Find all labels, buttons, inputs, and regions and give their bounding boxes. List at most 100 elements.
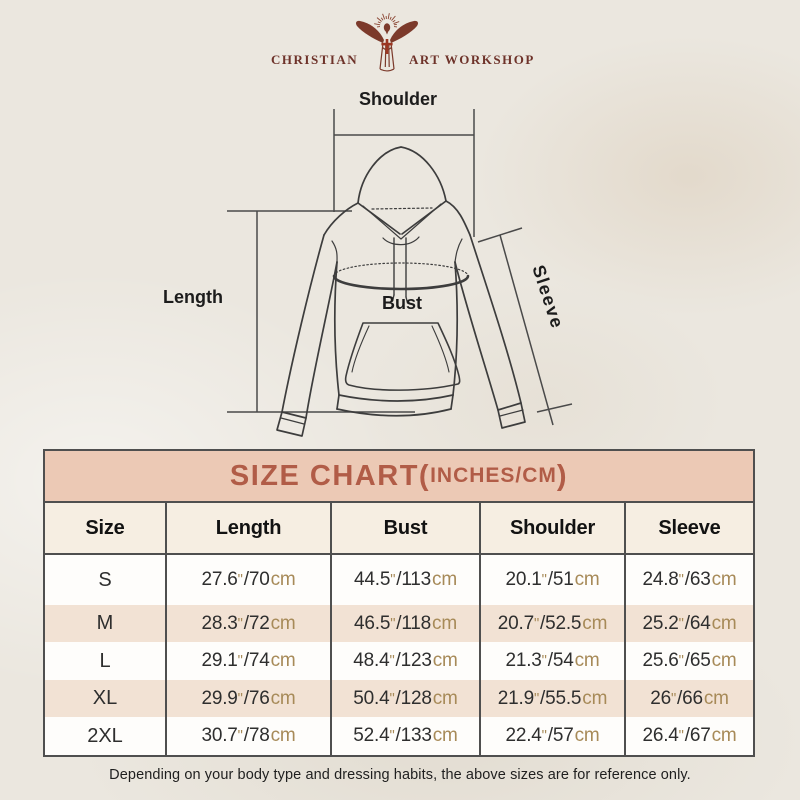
separator: / xyxy=(540,687,546,709)
title-close: ) xyxy=(556,459,569,492)
inches-value: 27.6 xyxy=(201,569,238,590)
table-row: L 29.1 "/74 cm 48.4 "/123 cm 21.3 "/54 cm 25.6 "/65… xyxy=(45,642,753,680)
cm-unit-label: cm xyxy=(703,687,729,709)
inch-mark: " xyxy=(389,728,395,744)
column-header-shoulder: Shoulder xyxy=(479,503,624,553)
cm-value: 66 xyxy=(682,687,703,709)
inches-value: 29.9 xyxy=(201,687,238,709)
cm-unit-label: cm xyxy=(432,687,458,709)
cm-unit-label: cm xyxy=(270,725,296,746)
inches-value: 20.1 xyxy=(505,569,542,590)
measurement-cell: 26 "/66 cm xyxy=(624,680,753,717)
table-body: S 27.6 "/70 cm 44.5 "/113 cm 20.1 "/51 cm 24.8 "/63… xyxy=(45,555,753,755)
cm-unit-label: cm xyxy=(270,687,296,709)
cm-value: 57 xyxy=(552,725,574,746)
inches-value: 25.2 xyxy=(642,612,679,634)
measurement-cell: 29.1 "/74 cm xyxy=(165,642,330,680)
separator: / xyxy=(395,725,401,746)
separator: / xyxy=(677,687,683,709)
diagram-label-shoulder: Shoulder xyxy=(359,89,437,109)
inches-value: 20.7 xyxy=(497,612,534,634)
cm-value: 76 xyxy=(248,687,270,709)
inches-value: 24.8 xyxy=(642,569,679,590)
measurement-cell: 24.8 "/63 cm xyxy=(624,555,753,605)
inches-value: 48.4 xyxy=(353,650,390,671)
size-label-cell: 2XL xyxy=(87,724,123,747)
measurement-cell: 28.3 "/72 cm xyxy=(165,605,330,642)
inches-value: 46.5 xyxy=(354,612,391,634)
separator: / xyxy=(243,725,249,746)
measurement-cell: 27.6 "/70 cm xyxy=(165,555,330,605)
title-main: SIZE CHART( xyxy=(229,459,431,492)
inch-mark: " xyxy=(390,615,396,632)
cm-value: 128 xyxy=(400,687,432,709)
inch-mark: " xyxy=(389,653,395,669)
cm-unit-label: cm xyxy=(711,650,737,671)
inches-value: 50.4 xyxy=(353,687,390,709)
hoodie-measurement-diagram: Shoulder Length Bust Sleeve xyxy=(163,89,573,437)
inch-mark: " xyxy=(670,690,677,707)
inch-mark: " xyxy=(237,690,243,707)
separator: / xyxy=(684,725,690,746)
cm-unit-label: cm xyxy=(432,569,457,590)
inch-mark: " xyxy=(237,615,243,632)
cm-value: 78 xyxy=(248,725,270,746)
inch-mark: " xyxy=(533,690,540,707)
size-label-cell: L xyxy=(99,649,111,672)
cm-value: 118 xyxy=(401,612,432,634)
table-row: 2XL 30.7 "/78 cm 52.4 "/133 cm 22.4 "/57 cm 26.4 " /… xyxy=(45,717,753,755)
cm-unit-label: cm xyxy=(574,650,600,671)
cm-unit-label: cm xyxy=(270,612,296,634)
cm-unit-label: cm xyxy=(711,612,737,634)
inch-mark: " xyxy=(533,615,540,632)
brand-name-left: CHRISTIAN xyxy=(271,52,359,67)
cm-unit-label: cm xyxy=(432,725,458,746)
inches-value: 52.4 xyxy=(353,725,390,746)
separator: / xyxy=(396,569,402,590)
inch-mark: " xyxy=(389,690,395,707)
cm-unit-label: cm xyxy=(432,650,458,671)
column-header-size: Size xyxy=(85,516,125,539)
jesus-rays-cross-icon xyxy=(356,13,418,72)
cm-value: 70 xyxy=(248,569,270,590)
cm-value: 51 xyxy=(552,569,574,590)
measurement-cell: 22.4 "/57 cm xyxy=(479,717,624,755)
column-header-bust: Bust xyxy=(330,503,479,553)
separator: / xyxy=(243,650,249,671)
cm-unit-label: cm xyxy=(270,650,296,671)
cm-unit-label: cm xyxy=(574,569,600,590)
inches-value: 21.3 xyxy=(505,650,542,671)
cm-unit-label: cm xyxy=(574,725,600,746)
measurement-cell: 20.1 "/51 cm xyxy=(479,555,624,605)
inch-mark: " xyxy=(390,572,396,588)
inches-value: 29.1 xyxy=(201,650,238,671)
measurement-cell: 25.6 "/65 cm xyxy=(624,642,753,680)
measurement-cell: 52.4 "/133 cm xyxy=(330,717,479,755)
inch-mark: " xyxy=(541,728,547,744)
halo-rays xyxy=(374,13,400,28)
cm-value: 63 xyxy=(689,569,711,590)
cm-unit-label: cm xyxy=(711,725,737,746)
inch-mark: " xyxy=(541,572,547,588)
cm-unit-label: cm xyxy=(711,569,737,590)
measurement-cell: 44.5 "/113 cm xyxy=(330,555,479,605)
inch-mark: " xyxy=(678,615,684,632)
measurement-cell: 29.9 "/76 cm xyxy=(165,680,330,717)
cm-value: 113 xyxy=(401,569,432,590)
cm-unit-label: cm xyxy=(432,612,457,634)
measurement-cell: 21.3 "/54 cm xyxy=(479,642,624,680)
table-header-row: Size Length Bust Shoulder Sleeve xyxy=(45,503,753,555)
table-row: M 28.3 "/72 cm 46.5 "/118 cm 20.7 "/52.5 cm 25.2 " /… xyxy=(45,605,753,642)
cm-value: 133 xyxy=(400,725,432,746)
reference-note: Depending on your body type and dressing… xyxy=(109,767,691,783)
cm-value: 67 xyxy=(689,725,711,746)
cm-value: 72 xyxy=(248,612,270,634)
inches-value: 26.4 xyxy=(642,725,679,746)
measurement-lines xyxy=(227,109,573,426)
measurement-cell: 46.5 "/118 cm xyxy=(330,605,479,642)
cm-value: 74 xyxy=(248,650,270,671)
measurement-cell: 25.2 "/64 cm xyxy=(624,605,753,642)
measurement-cell: 26.4 "/67 cm xyxy=(624,717,753,755)
inch-mark: " xyxy=(678,728,684,744)
